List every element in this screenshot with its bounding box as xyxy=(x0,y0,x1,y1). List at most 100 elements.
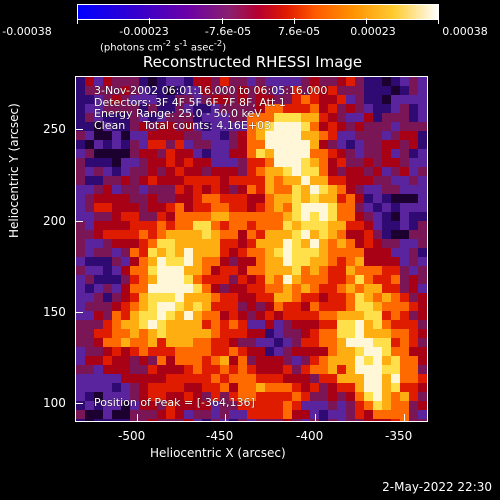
heatmap-cell xyxy=(238,176,248,186)
heatmap-cell xyxy=(274,194,284,204)
heatmap-cell xyxy=(76,104,86,114)
heatmap-cell xyxy=(256,77,266,87)
heatmap-cell xyxy=(85,221,95,231)
heatmap-cell xyxy=(220,86,230,96)
heatmap-cell xyxy=(355,392,365,402)
heatmap-cell xyxy=(130,104,140,114)
heatmap-cell xyxy=(193,275,203,285)
heatmap-cell xyxy=(130,374,140,384)
heatmap-cell xyxy=(337,104,347,114)
heatmap-cell xyxy=(76,374,86,384)
heatmap-cell xyxy=(319,158,329,168)
heatmap-cell xyxy=(220,95,230,105)
heatmap-cell xyxy=(238,230,248,240)
heatmap-cell xyxy=(382,212,392,222)
heatmap-cell xyxy=(229,401,239,411)
heatmap-cell xyxy=(400,275,410,285)
heatmap-cell xyxy=(265,356,275,366)
heatmap-cell xyxy=(148,122,158,132)
heatmap-cell xyxy=(274,410,284,420)
heatmap-cell xyxy=(175,392,185,402)
heatmap-cell xyxy=(292,176,302,186)
heatmap-cell xyxy=(202,311,212,321)
heatmap-cell xyxy=(301,113,311,123)
heatmap-cell xyxy=(364,203,374,213)
heatmap-cell xyxy=(328,167,338,177)
heatmap-cell xyxy=(193,347,203,357)
heatmap-cell xyxy=(418,167,427,177)
heatmap-cell xyxy=(418,302,427,312)
heatmap-cell xyxy=(283,356,293,366)
heatmap-cell xyxy=(229,320,239,330)
heatmap-cell xyxy=(310,374,320,384)
heatmap-cell xyxy=(328,212,338,222)
heatmap-cell xyxy=(283,212,293,222)
heatmap-cell xyxy=(139,158,149,168)
heatmap-cell xyxy=(85,302,95,312)
heatmap-cell xyxy=(319,104,329,114)
heatmap-cell xyxy=(229,257,239,267)
heatmap-cell xyxy=(184,239,194,249)
heatmap-cell xyxy=(103,302,113,312)
heatmap-cell xyxy=(355,221,365,231)
heatmap-cell xyxy=(310,257,320,267)
heatmap-cell xyxy=(319,131,329,141)
heatmap-cell xyxy=(418,365,427,375)
heatmap-cell xyxy=(148,77,158,87)
heatmap-cell xyxy=(211,113,221,123)
heatmap-cell xyxy=(193,419,203,421)
heatmap-cell xyxy=(193,194,203,204)
heatmap-cell xyxy=(220,221,230,231)
heatmap-cell xyxy=(274,311,284,321)
heatmap-cell xyxy=(85,167,95,177)
heatmap-cell xyxy=(94,374,104,384)
heatmap-cell xyxy=(364,311,374,321)
heatmap-cell xyxy=(247,122,257,132)
heatmap-cell xyxy=(148,419,158,421)
heatmap-cell xyxy=(382,293,392,303)
heatmap-cell xyxy=(85,356,95,366)
heatmap-cell xyxy=(256,320,266,330)
heatmap-cell xyxy=(202,149,212,159)
heatmap-cell xyxy=(274,131,284,141)
heatmap-cell xyxy=(121,347,131,357)
heatmap-cell xyxy=(319,176,329,186)
heatmap-cell xyxy=(418,95,427,105)
heatmap-cell xyxy=(121,410,131,420)
heatmap-cell xyxy=(355,77,365,87)
heatmap-cell xyxy=(373,275,383,285)
heatmap-cell xyxy=(364,212,374,222)
heatmap-cell xyxy=(364,77,374,87)
heatmap-cell xyxy=(202,410,212,420)
heatmap-cell xyxy=(139,284,149,294)
heatmap-cell xyxy=(427,356,428,366)
heatmap-cell xyxy=(265,239,275,249)
heatmap-cell xyxy=(94,338,104,348)
heatmap-cell xyxy=(328,401,338,411)
heatmap-cell xyxy=(265,257,275,267)
heatmap-cell xyxy=(238,194,248,204)
heatmap-cell xyxy=(130,365,140,375)
heatmap-cell xyxy=(301,347,311,357)
heatmap-cell xyxy=(130,356,140,366)
heatmap-cell xyxy=(166,230,176,240)
heatmap-cell xyxy=(202,140,212,150)
heatmap-cell xyxy=(121,374,131,384)
heatmap-cell xyxy=(94,401,104,411)
heatmap-cell xyxy=(175,185,185,195)
heatmap-cell xyxy=(148,338,158,348)
heatmap-cell xyxy=(382,176,392,186)
heatmap-cell xyxy=(301,383,311,393)
heatmap-cell xyxy=(130,239,140,249)
heatmap-cell xyxy=(319,356,329,366)
heatmap-cell xyxy=(139,302,149,312)
heatmap-cell xyxy=(391,401,401,411)
heatmap-cell xyxy=(166,95,176,105)
heatmap-cell xyxy=(103,77,113,87)
heatmap-cell xyxy=(418,356,427,366)
heatmap-cell xyxy=(94,320,104,330)
heatmap-cell xyxy=(274,212,284,222)
heatmap-cell xyxy=(355,338,365,348)
heatmap-cell xyxy=(328,356,338,366)
heatmap-cell xyxy=(220,176,230,186)
